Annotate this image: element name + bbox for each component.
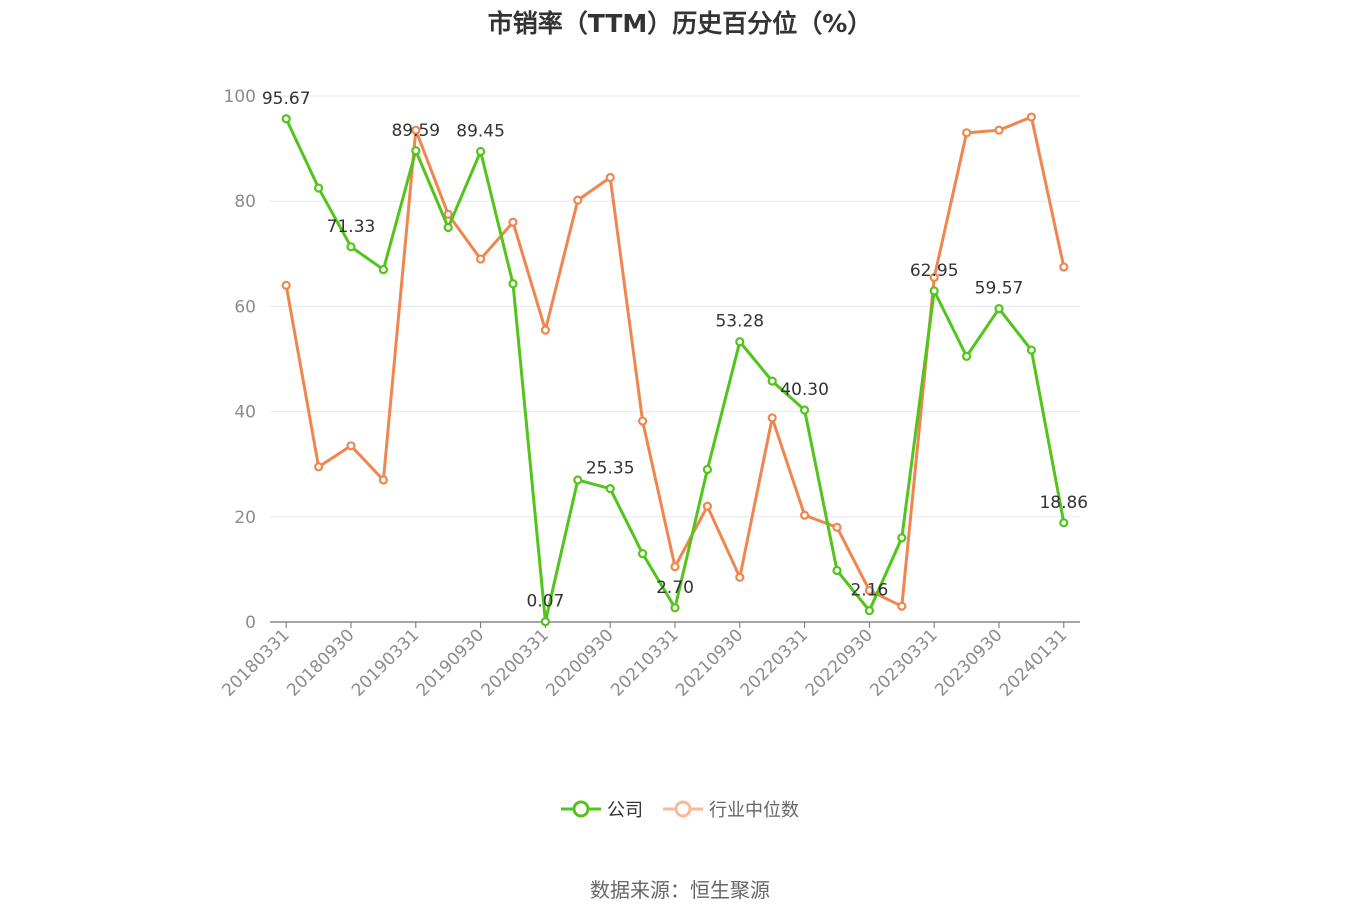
x-tick-label: 20220331 [737,625,812,700]
point-series-1 [605,172,615,183]
point-series-1 [637,416,648,426]
point-series-1 [897,601,907,611]
data-label: 40.30 [780,380,829,400]
data-label: 2.70 [656,578,694,598]
legend-item-company[interactable]: 公司 [561,796,643,822]
point-series-0 [378,264,388,275]
point-series-0 [605,484,615,494]
point-series-0 [670,603,680,613]
point-series-1 [929,272,939,283]
point-series-0 [864,606,875,616]
point-series-0 [443,222,453,233]
point-series-0 [702,464,713,475]
point-series-0 [508,279,518,289]
point-series-0 [767,376,777,386]
data-label: 25.35 [586,459,635,479]
point-series-0 [1059,518,1069,528]
series-line-1 [284,115,1066,608]
y-tick-label: 0 [245,613,256,633]
x-tick-label: 20200930 [542,625,617,700]
y-tick-label: 40 [234,403,256,423]
data-label: 18.86 [1039,493,1088,513]
chart-title: 市销率（TTM）历史百分位（%） [487,9,873,38]
x-tick-label: 20200331 [478,625,553,700]
point-series-1 [476,254,486,264]
x-tick-label: 20210331 [607,625,682,700]
legend: 公司 行业中位数 [0,796,1360,822]
point-series-1 [1026,112,1037,122]
point-series-0 [1026,345,1037,355]
point-series-1 [378,475,388,485]
point-series-0 [346,242,356,252]
point-series-1 [799,510,810,520]
data-source-note: 数据来源：恒生聚源 [590,878,770,902]
point-series-0 [799,405,810,415]
legend-label-company: 公司 [607,800,643,821]
axes: 0 20 40 60 80 100 2018033120180930201903312019… [218,87,1080,701]
series-lines [281,112,1069,627]
y-tick-label: 100 [224,87,256,107]
x-tick-label: 20210930 [672,625,747,700]
legend-marker-industry-median [663,800,703,818]
point-series-1 [767,413,777,423]
legend-item-industry-median[interactable]: 行业中位数 [663,796,799,822]
point-series-1 [540,325,551,335]
grid-lines [270,95,1080,518]
point-series-1 [670,562,680,572]
point-series-1 [281,280,291,290]
point-series-0 [314,183,324,193]
point-series-1 [864,585,875,596]
point-series-0 [735,337,745,347]
point-series-0 [929,286,939,296]
x-tick-label: 20180930 [283,625,358,700]
point-series-1 [832,522,842,532]
point-series-0 [281,114,291,124]
point-series-0 [573,475,583,485]
x-tick-label: 20220930 [802,625,877,700]
x-tick-label: 20230930 [931,625,1006,700]
point-series-1 [735,572,745,582]
point-series-1 [443,209,453,219]
point-series-0 [897,533,907,543]
point-series-0 [476,146,486,157]
data-label: 59.57 [975,279,1024,299]
data-label: 62.95 [910,261,959,281]
x-tick-label: 20240131 [996,625,1071,700]
point-series-1 [346,441,356,451]
y-tick-label: 80 [234,192,256,212]
data-label: 89.45 [456,121,505,141]
data-label: 71.33 [327,217,376,237]
point-series-1 [314,462,324,472]
data-labels: 95.67 71.33 89.59 89.45 0.07 25.35 2.70 53.28 40… [262,89,1088,612]
data-label: 95.67 [262,89,311,109]
x-tick-label: 20180331 [218,625,293,700]
series-line-0 [284,118,1066,624]
point-series-1 [961,128,972,138]
point-series-0 [637,549,648,559]
data-label: 53.28 [715,312,764,332]
y-tick-label: 60 [234,297,256,317]
point-series-1 [1059,262,1069,272]
point-series-1 [508,217,518,227]
point-series-0 [832,565,842,576]
legend-label-industry-median: 行业中位数 [709,800,799,821]
y-tick-label: 20 [234,508,256,528]
data-label: 0.07 [526,592,564,612]
point-series-0 [994,304,1004,314]
point-series-0 [540,617,551,627]
point-series-0 [411,146,421,156]
point-series-1 [702,501,713,511]
point-series-1 [994,125,1004,135]
legend-marker-company [561,800,601,818]
point-series-0 [961,351,972,361]
x-tick-label: 20190930 [413,625,488,700]
point-series-1 [573,195,583,205]
x-tick-label: 20230331 [866,625,941,700]
data-label: 2.16 [850,581,888,601]
point-series-1 [411,125,421,135]
data-label: 89.59 [391,121,440,141]
x-tick-label: 20190331 [348,625,423,700]
